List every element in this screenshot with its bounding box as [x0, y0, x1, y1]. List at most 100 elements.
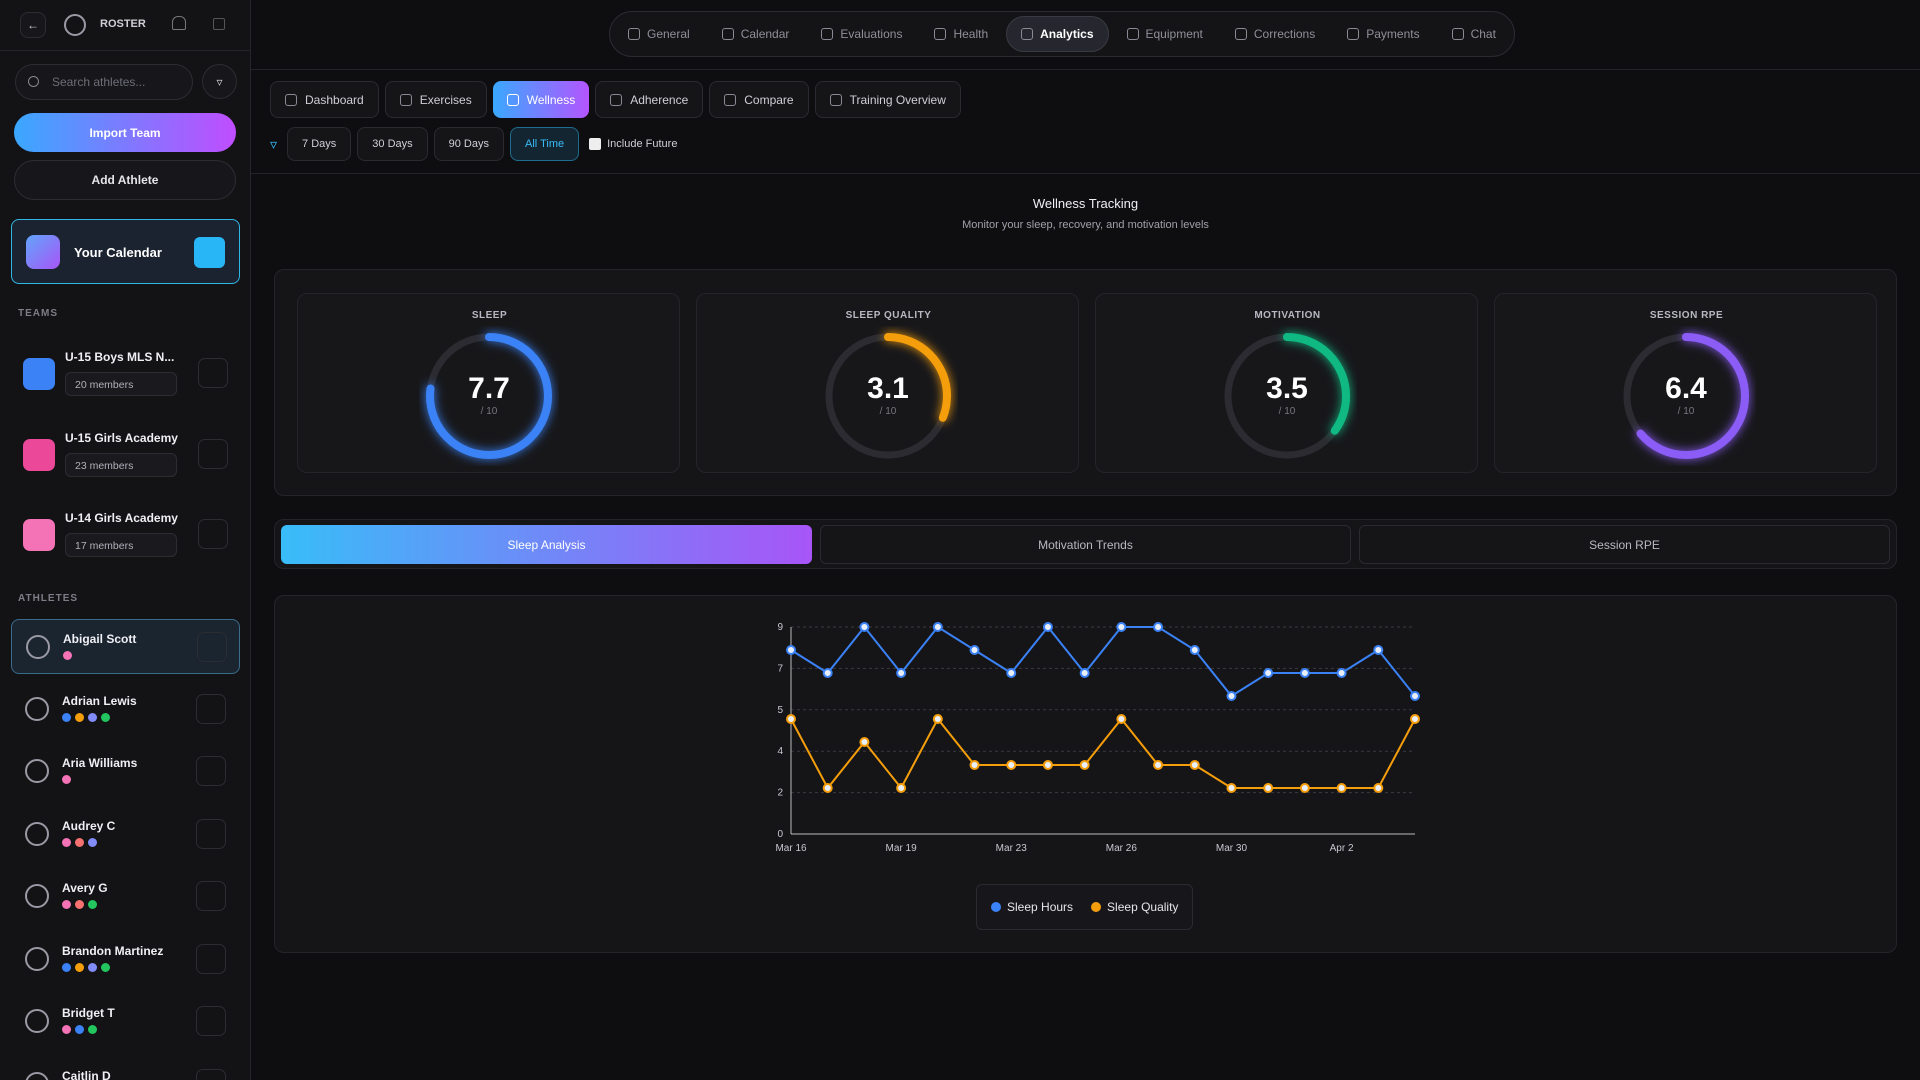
- athlete-calendar-button[interactable]: [196, 693, 226, 724]
- data-point: [1006, 668, 1017, 678]
- tag-dot: [62, 1025, 71, 1034]
- team-item[interactable]: U-14 Girls Academy 17 members: [0, 511, 250, 571]
- athlete-item[interactable]: Caitlin D: [11, 1057, 240, 1080]
- filter-button[interactable]: ▿: [202, 64, 237, 99]
- tab-icon: [628, 28, 640, 40]
- search-input[interactable]: Search athletes...: [15, 64, 193, 100]
- top-nav-tab[interactable]: General: [614, 16, 704, 52]
- top-nav-tab[interactable]: Evaluations: [807, 16, 916, 52]
- legend-item[interactable]: Sleep Hours: [991, 900, 1073, 914]
- athlete-item[interactable]: Audrey C: [11, 807, 240, 862]
- athlete-item[interactable]: Aria Williams: [11, 744, 240, 799]
- athlete-name: Caitlin D: [62, 1068, 111, 1080]
- tag-dot: [88, 1025, 97, 1034]
- y-tick-label: 7: [777, 663, 783, 674]
- team-calendar-button[interactable]: [198, 438, 228, 469]
- tab-label: Evaluations: [840, 27, 903, 41]
- gauge-arc: [825, 333, 951, 459]
- tab-label: Corrections: [1253, 27, 1316, 41]
- athlete-calendar-button[interactable]: [196, 1068, 226, 1080]
- tab-icon: [506, 93, 519, 106]
- athlete-item[interactable]: Bridget T: [11, 994, 240, 1049]
- athlete-calendar-button[interactable]: [197, 632, 227, 662]
- athlete-calendar-button[interactable]: [196, 818, 226, 849]
- top-nav-tab[interactable]: Chat: [1438, 16, 1510, 52]
- x-tick-label: Mar 23: [996, 843, 1028, 854]
- gauge-scale: / 10: [880, 406, 897, 417]
- sub-nav-tab[interactable]: Dashboard: [270, 81, 379, 118]
- section-title: Wellness Tracking: [1032, 196, 1139, 211]
- athlete-tags: [62, 900, 97, 909]
- chart-tab[interactable]: Motivation Trends: [820, 525, 1351, 564]
- legend-label: Sleep Hours: [1007, 900, 1074, 914]
- team-name: U-15 Girls Academy: [65, 430, 178, 445]
- team-name: U-14 Girls Academy: [65, 511, 178, 525]
- team-item[interactable]: U-15 Girls Academy 23 members: [0, 430, 250, 491]
- athlete-item[interactable]: Abigail Scott: [11, 619, 240, 674]
- x-tick-label: Mar 30: [1216, 843, 1248, 854]
- sub-nav-tab[interactable]: Training Overview: [814, 81, 961, 118]
- chart-tab[interactable]: Sleep Analysis: [281, 525, 812, 564]
- athlete-tags: [62, 962, 110, 972]
- tag-dot: [101, 712, 110, 722]
- sub-nav-tab[interactable]: Exercises: [384, 81, 487, 118]
- team-calendar-button[interactable]: [198, 358, 228, 388]
- top-nav-tab[interactable]: Health: [920, 16, 1002, 52]
- athlete-item[interactable]: Brandon Martinez: [11, 932, 240, 987]
- legend-item[interactable]: Sleep Quality: [1091, 900, 1178, 914]
- athlete-item[interactable]: Adrian Lewis: [11, 682, 240, 737]
- tab-label: Training Overview: [849, 92, 946, 107]
- data-point: [1336, 668, 1347, 678]
- add-athlete-button[interactable]: Add Athlete: [14, 160, 236, 200]
- top-nav-tab[interactable]: Corrections: [1221, 16, 1329, 52]
- tag-dot: [88, 962, 97, 972]
- gauge-card: SESSION RPE 6.4/ 10: [1494, 293, 1877, 473]
- back-button[interactable]: ←: [20, 12, 46, 38]
- athlete-avatar: [25, 1009, 49, 1033]
- gauge-label: SLEEP QUALITY: [845, 310, 932, 321]
- data-point: [932, 622, 943, 632]
- athlete-calendar-button[interactable]: [196, 881, 226, 911]
- bell-icon[interactable]: [172, 16, 186, 30]
- athlete-calendar-button[interactable]: [196, 943, 226, 974]
- top-nav-tab[interactable]: Analytics: [1006, 16, 1109, 52]
- data-point: [1079, 668, 1090, 678]
- gauge-value: 6.4: [1665, 372, 1707, 405]
- gauge-label: SLEEP: [471, 310, 508, 321]
- sub-nav-tab[interactable]: Adherence: [595, 81, 704, 118]
- x-tick-label: Mar 19: [886, 843, 918, 854]
- top-nav-tab[interactable]: Calendar: [708, 16, 804, 52]
- top-nav-tab[interactable]: Payments: [1333, 16, 1433, 52]
- checkbox[interactable]: [589, 138, 602, 150]
- range-button[interactable]: 7 Days: [287, 127, 352, 161]
- range-button[interactable]: 30 Days: [357, 127, 428, 161]
- data-point: [1189, 760, 1200, 770]
- tag-dot: [62, 900, 71, 909]
- line-chart: 0 2 4 5 7 9 Mar 16 Mar 19 Mar 23 Mar 26 Mar 30 Apr …: [775, 622, 1420, 854]
- data-point: [1042, 622, 1053, 632]
- calendar-card[interactable]: Your Calendar: [11, 219, 240, 284]
- sub-nav-tab[interactable]: Compare: [709, 81, 809, 118]
- top-nav-tab[interactable]: Equipment: [1113, 16, 1217, 52]
- team-calendar-button[interactable]: [198, 519, 228, 549]
- chart-tab[interactable]: Session RPE: [1359, 525, 1890, 564]
- range-button[interactable]: All Time: [510, 127, 580, 161]
- tab-label: Dashboard: [305, 92, 364, 107]
- calendar-icon[interactable]: [194, 237, 225, 268]
- tag-dot: [88, 712, 97, 722]
- import-team-button[interactable]: Import Team: [14, 113, 236, 152]
- athlete-calendar-button[interactable]: [196, 1006, 226, 1036]
- tab-icon: [934, 28, 947, 40]
- tab-icon: [1021, 28, 1034, 40]
- sub-nav-tab[interactable]: Wellness: [492, 81, 590, 118]
- gauge: 7.7/ 10: [426, 333, 552, 459]
- settings-icon[interactable]: [213, 18, 225, 30]
- athlete-item[interactable]: Avery G: [11, 869, 240, 924]
- include-future[interactable]: Include Future: [589, 138, 677, 150]
- gauge-card: MOTIVATION 3.5/ 10: [1095, 293, 1478, 473]
- team-item[interactable]: U-15 Boys MLS N... 20 members: [0, 350, 250, 410]
- athlete-calendar-button[interactable]: [196, 756, 226, 786]
- range-button[interactable]: 90 Days: [433, 127, 504, 161]
- tab-icon: [285, 93, 297, 106]
- divider: [0, 50, 250, 51]
